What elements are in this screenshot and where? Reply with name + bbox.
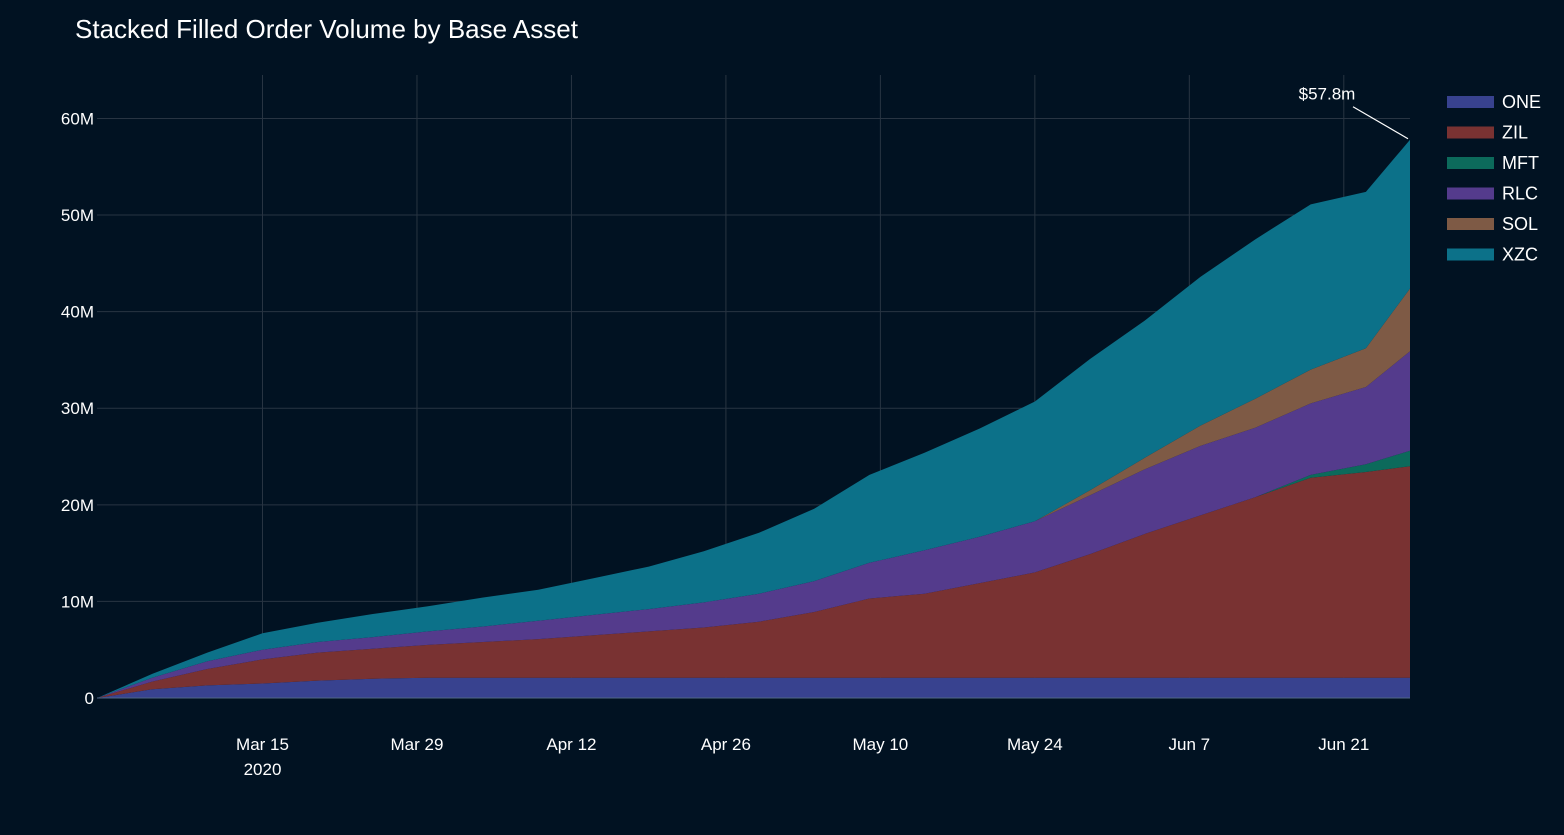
x-tick-label: Mar 15 (236, 735, 289, 754)
legend-item-zil[interactable]: ZIL (1447, 123, 1528, 143)
y-tick-label: 0 (85, 689, 94, 708)
y-tick-label: 40M (61, 303, 94, 322)
legend-item-rlc[interactable]: RLC (1447, 184, 1538, 204)
legend-label: XZC (1502, 245, 1538, 265)
chart-title: Stacked Filled Order Volume by Base Asse… (75, 14, 579, 44)
x-tick-label: Apr 26 (701, 735, 751, 754)
y-tick-label: 60M (61, 109, 94, 128)
legend-label: RLC (1502, 184, 1538, 204)
area-xzc[interactable] (97, 139, 1410, 698)
series-areas (97, 139, 1410, 698)
area-rlc[interactable] (97, 351, 1410, 698)
annotation-arrow (1352, 106, 1409, 140)
axes: 0 10M 20M 30M 40M 50M 60M Mar 15 2020 Mar 29 Apr 1… (61, 109, 1410, 779)
legend-item-xzc[interactable]: XZC (1447, 245, 1538, 265)
legend-label: ZIL (1502, 123, 1528, 143)
legend-swatch (1447, 126, 1494, 139)
legend-label: MFT (1502, 153, 1539, 173)
legend-label: ONE (1502, 92, 1541, 112)
x-year-label: 2020 (244, 760, 282, 779)
legend-item-sol[interactable]: SOL (1447, 214, 1538, 234)
x-tick-label: Mar 29 (391, 735, 444, 754)
legend-swatch (1447, 248, 1494, 261)
area-zil[interactable] (97, 466, 1410, 698)
legend-swatch (1447, 187, 1494, 200)
y-tick-label: 10M (61, 592, 94, 611)
x-tick-label: Jun 7 (1169, 735, 1211, 754)
legend-swatch (1447, 96, 1494, 108)
legend-item-one[interactable]: ONE (1447, 92, 1541, 112)
legend[interactable]: ONE ZIL MFT RLC SOL XZC (1447, 92, 1541, 265)
x-tick-label: May 10 (853, 735, 909, 754)
y-tick-label: 20M (61, 496, 94, 515)
x-tick-label: May 24 (1007, 735, 1063, 754)
legend-swatch (1447, 218, 1494, 230)
y-tick-label: 30M (61, 399, 94, 418)
annotation-label: $57.8m (1299, 85, 1356, 104)
annotation: $57.8m (1299, 85, 1409, 140)
y-tick-label: 50M (61, 206, 94, 225)
legend-swatch (1447, 157, 1494, 169)
legend-item-mft[interactable]: MFT (1447, 153, 1539, 173)
x-tick-label: Jun 21 (1318, 735, 1369, 754)
area-one[interactable] (97, 677, 1410, 698)
legend-label: SOL (1502, 214, 1538, 234)
x-tick-label: Apr 12 (546, 735, 596, 754)
